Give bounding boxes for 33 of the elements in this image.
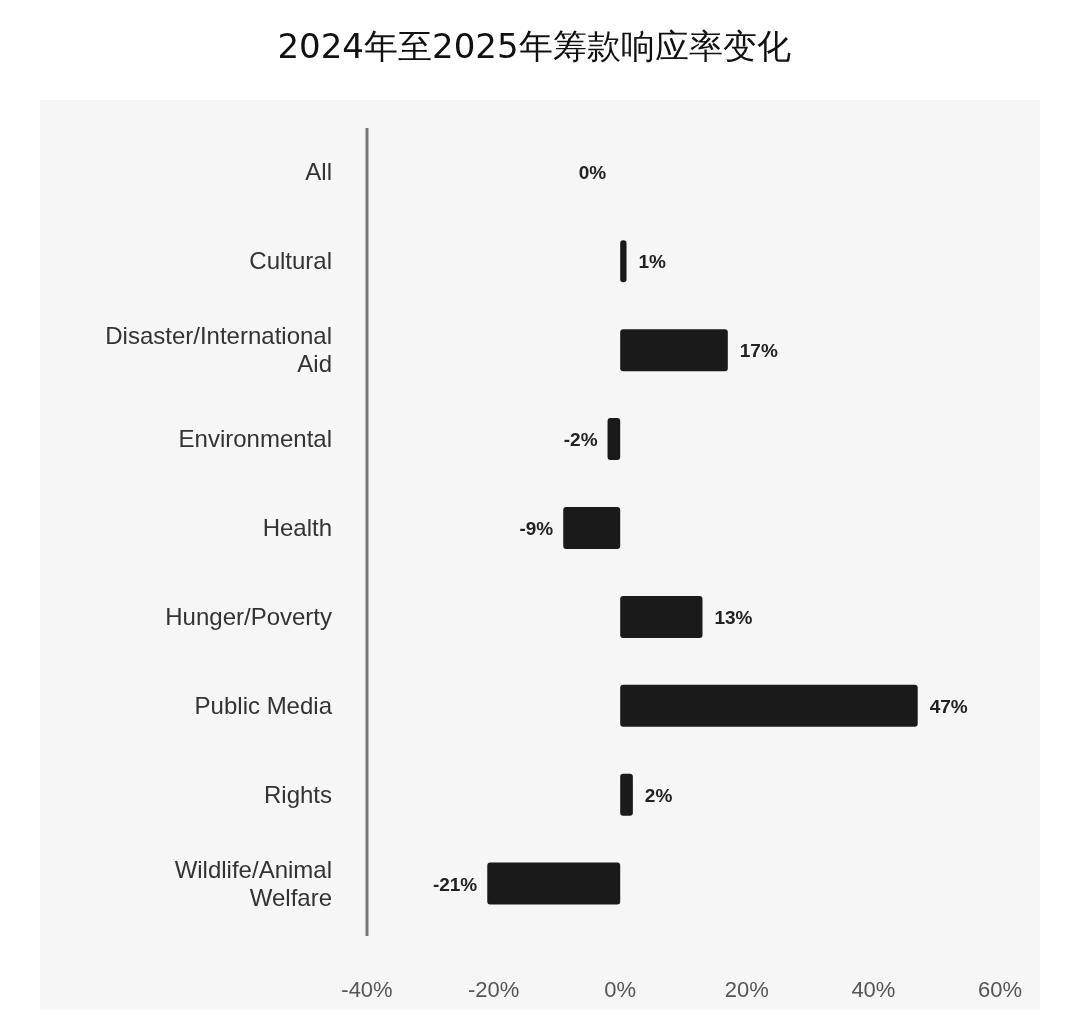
data-label: 1% — [638, 251, 667, 273]
x-tick-label: -20% — [467, 977, 520, 1002]
x-tick-label: -40% — [341, 977, 393, 1002]
data-label: -21% — [432, 873, 478, 895]
data-label: 17% — [739, 340, 778, 362]
bar — [487, 862, 621, 905]
x-tick-label: 60% — [977, 977, 1023, 1002]
x-tick-label: 20% — [724, 977, 769, 1002]
chart-title: 2024年至2025年筹款响应率变化 — [277, 26, 791, 66]
x-tick-label: 0% — [604, 977, 637, 1002]
bar — [620, 773, 633, 816]
y-tick-label: Public Media — [194, 691, 333, 719]
y-tick-label: Disaster/International Aid — [105, 322, 332, 378]
y-tick-label: Environmental — [178, 425, 332, 453]
data-label: 2% — [644, 784, 673, 806]
y-tick-label: Wildlife/Animal Welfare — [174, 855, 332, 911]
bar — [607, 418, 621, 461]
bar — [620, 595, 703, 638]
y-tick-label: Rights — [263, 780, 332, 808]
bar — [620, 329, 728, 372]
x-tick-label: 40% — [851, 977, 896, 1002]
data-label: 13% — [714, 606, 753, 628]
data-label: 0% — [578, 162, 607, 184]
y-tick-label: Hunger/Poverty — [165, 602, 332, 630]
data-label: 47% — [929, 695, 968, 717]
data-label: -2% — [563, 429, 598, 451]
y-tick-label: Health — [262, 514, 332, 541]
bar — [620, 684, 918, 727]
data-label: -9% — [519, 518, 554, 539]
bar — [563, 507, 621, 549]
y-tick-label: All — [305, 158, 332, 186]
bar — [620, 240, 627, 283]
y-tick-label: Cultural — [249, 247, 332, 275]
